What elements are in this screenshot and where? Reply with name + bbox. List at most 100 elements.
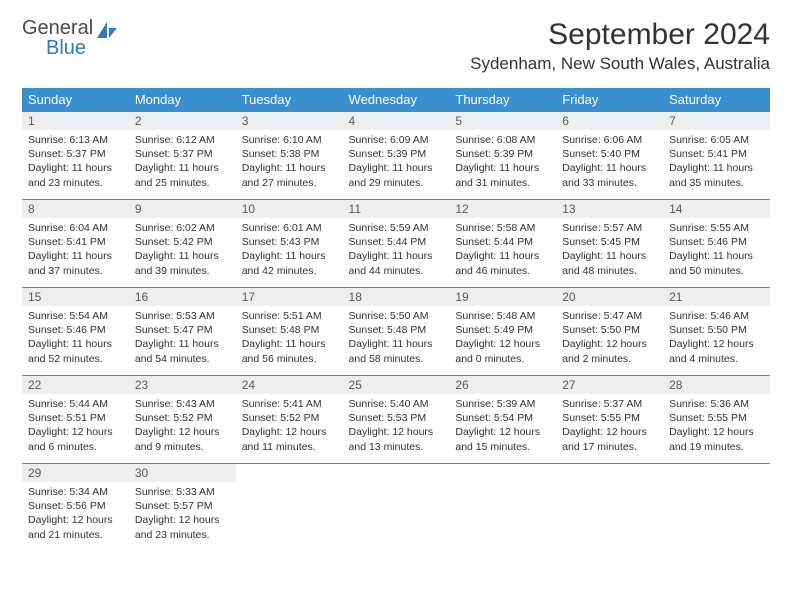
calendar-cell: 28Sunrise: 5:36 AMSunset: 5:55 PMDayligh… bbox=[663, 376, 770, 464]
day-number: 21 bbox=[663, 288, 770, 306]
day-number: 9 bbox=[129, 200, 236, 218]
day-info: Sunrise: 5:53 AMSunset: 5:47 PMDaylight:… bbox=[129, 306, 236, 366]
day-number: 16 bbox=[129, 288, 236, 306]
info-line: and 13 minutes. bbox=[349, 440, 444, 454]
calendar-cell: 30Sunrise: 5:33 AMSunset: 5:57 PMDayligh… bbox=[129, 464, 236, 552]
day-info: Sunrise: 5:44 AMSunset: 5:51 PMDaylight:… bbox=[22, 394, 129, 454]
info-line: Sunset: 5:50 PM bbox=[562, 323, 657, 337]
dayname-header: Friday bbox=[556, 88, 663, 112]
calendar-cell: 22Sunrise: 5:44 AMSunset: 5:51 PMDayligh… bbox=[22, 376, 129, 464]
title-block: September 2024 Sydenham, New South Wales… bbox=[470, 18, 770, 74]
info-line: Daylight: 11 hours bbox=[669, 161, 764, 175]
info-line: Daylight: 11 hours bbox=[28, 161, 123, 175]
calendar-cell: 23Sunrise: 5:43 AMSunset: 5:52 PMDayligh… bbox=[129, 376, 236, 464]
day-number: 1 bbox=[22, 112, 129, 130]
day-info: Sunrise: 6:06 AMSunset: 5:40 PMDaylight:… bbox=[556, 130, 663, 190]
day-info: Sunrise: 6:05 AMSunset: 5:41 PMDaylight:… bbox=[663, 130, 770, 190]
calendar-cell: 2Sunrise: 6:12 AMSunset: 5:37 PMDaylight… bbox=[129, 112, 236, 200]
calendar-cell: 15Sunrise: 5:54 AMSunset: 5:46 PMDayligh… bbox=[22, 288, 129, 376]
day-info: Sunrise: 5:36 AMSunset: 5:55 PMDaylight:… bbox=[663, 394, 770, 454]
dayname-header: Wednesday bbox=[343, 88, 450, 112]
sail-icon bbox=[97, 20, 119, 45]
day-info: Sunrise: 5:34 AMSunset: 5:56 PMDaylight:… bbox=[22, 482, 129, 542]
info-line: and 42 minutes. bbox=[242, 264, 337, 278]
day-info: Sunrise: 5:39 AMSunset: 5:54 PMDaylight:… bbox=[449, 394, 556, 454]
empty-cell bbox=[556, 464, 663, 552]
day-number: 18 bbox=[343, 288, 450, 306]
empty-cell bbox=[236, 464, 343, 552]
info-line: Daylight: 12 hours bbox=[669, 425, 764, 439]
calendar-cell: 12Sunrise: 5:58 AMSunset: 5:44 PMDayligh… bbox=[449, 200, 556, 288]
info-line: and 23 minutes. bbox=[135, 528, 230, 542]
day-number: 8 bbox=[22, 200, 129, 218]
info-line: Daylight: 11 hours bbox=[455, 249, 550, 263]
info-line: Sunset: 5:49 PM bbox=[455, 323, 550, 337]
calendar-cell: 24Sunrise: 5:41 AMSunset: 5:52 PMDayligh… bbox=[236, 376, 343, 464]
info-line: Daylight: 12 hours bbox=[562, 337, 657, 351]
calendar-cell: 16Sunrise: 5:53 AMSunset: 5:47 PMDayligh… bbox=[129, 288, 236, 376]
day-number: 24 bbox=[236, 376, 343, 394]
day-info: Sunrise: 5:50 AMSunset: 5:48 PMDaylight:… bbox=[343, 306, 450, 366]
day-info: Sunrise: 5:54 AMSunset: 5:46 PMDaylight:… bbox=[22, 306, 129, 366]
day-info: Sunrise: 6:13 AMSunset: 5:37 PMDaylight:… bbox=[22, 130, 129, 190]
calendar-cell: 7Sunrise: 6:05 AMSunset: 5:41 PMDaylight… bbox=[663, 112, 770, 200]
info-line: Sunset: 5:50 PM bbox=[669, 323, 764, 337]
info-line: Daylight: 11 hours bbox=[135, 161, 230, 175]
page-header: General Blue September 2024 Sydenham, Ne… bbox=[22, 18, 770, 74]
day-number: 7 bbox=[663, 112, 770, 130]
calendar-cell: 27Sunrise: 5:37 AMSunset: 5:55 PMDayligh… bbox=[556, 376, 663, 464]
dayname-header: Sunday bbox=[22, 88, 129, 112]
calendar-cell: 3Sunrise: 6:10 AMSunset: 5:38 PMDaylight… bbox=[236, 112, 343, 200]
day-info: Sunrise: 5:55 AMSunset: 5:46 PMDaylight:… bbox=[663, 218, 770, 278]
info-line: and 27 minutes. bbox=[242, 176, 337, 190]
day-number: 15 bbox=[22, 288, 129, 306]
calendar-cell: 25Sunrise: 5:40 AMSunset: 5:53 PMDayligh… bbox=[343, 376, 450, 464]
info-line: Daylight: 12 hours bbox=[455, 337, 550, 351]
info-line: Sunrise: 5:44 AM bbox=[28, 397, 123, 411]
calendar-cell: 5Sunrise: 6:08 AMSunset: 5:39 PMDaylight… bbox=[449, 112, 556, 200]
info-line: Sunrise: 5:59 AM bbox=[349, 221, 444, 235]
info-line: and 52 minutes. bbox=[28, 352, 123, 366]
day-info: Sunrise: 5:46 AMSunset: 5:50 PMDaylight:… bbox=[663, 306, 770, 366]
day-info: Sunrise: 6:01 AMSunset: 5:43 PMDaylight:… bbox=[236, 218, 343, 278]
info-line: and 9 minutes. bbox=[135, 440, 230, 454]
dayname-header: Tuesday bbox=[236, 88, 343, 112]
info-line: Sunrise: 5:43 AM bbox=[135, 397, 230, 411]
info-line: and 11 minutes. bbox=[242, 440, 337, 454]
empty-cell bbox=[663, 464, 770, 552]
info-line: Sunset: 5:56 PM bbox=[28, 499, 123, 513]
info-line: Sunrise: 6:13 AM bbox=[28, 133, 123, 147]
info-line: and 46 minutes. bbox=[455, 264, 550, 278]
info-line: Sunset: 5:42 PM bbox=[135, 235, 230, 249]
info-line: Sunset: 5:39 PM bbox=[455, 147, 550, 161]
info-line: Sunrise: 5:40 AM bbox=[349, 397, 444, 411]
day-number: 28 bbox=[663, 376, 770, 394]
day-info: Sunrise: 5:43 AMSunset: 5:52 PMDaylight:… bbox=[129, 394, 236, 454]
info-line: Sunset: 5:39 PM bbox=[349, 147, 444, 161]
empty-cell bbox=[449, 464, 556, 552]
info-line: Daylight: 12 hours bbox=[28, 513, 123, 527]
day-info: Sunrise: 6:04 AMSunset: 5:41 PMDaylight:… bbox=[22, 218, 129, 278]
info-line: Sunrise: 6:10 AM bbox=[242, 133, 337, 147]
day-number: 25 bbox=[343, 376, 450, 394]
info-line: and 15 minutes. bbox=[455, 440, 550, 454]
info-line: Daylight: 12 hours bbox=[242, 425, 337, 439]
info-line: Sunset: 5:52 PM bbox=[242, 411, 337, 425]
info-line: Sunset: 5:37 PM bbox=[28, 147, 123, 161]
calendar-cell: 14Sunrise: 5:55 AMSunset: 5:46 PMDayligh… bbox=[663, 200, 770, 288]
calendar-cell: 18Sunrise: 5:50 AMSunset: 5:48 PMDayligh… bbox=[343, 288, 450, 376]
info-line: and 31 minutes. bbox=[455, 176, 550, 190]
info-line: Daylight: 11 hours bbox=[28, 337, 123, 351]
calendar-cell: 26Sunrise: 5:39 AMSunset: 5:54 PMDayligh… bbox=[449, 376, 556, 464]
calendar-cell: 4Sunrise: 6:09 AMSunset: 5:39 PMDaylight… bbox=[343, 112, 450, 200]
info-line: Sunrise: 6:02 AM bbox=[135, 221, 230, 235]
day-info: Sunrise: 5:33 AMSunset: 5:57 PMDaylight:… bbox=[129, 482, 236, 542]
info-line: and 23 minutes. bbox=[28, 176, 123, 190]
info-line: Sunrise: 5:50 AM bbox=[349, 309, 444, 323]
info-line: Sunrise: 6:06 AM bbox=[562, 133, 657, 147]
info-line: Daylight: 11 hours bbox=[455, 161, 550, 175]
dayname-header: Monday bbox=[129, 88, 236, 112]
info-line: Sunrise: 5:46 AM bbox=[669, 309, 764, 323]
info-line: and 21 minutes. bbox=[28, 528, 123, 542]
day-number: 6 bbox=[556, 112, 663, 130]
